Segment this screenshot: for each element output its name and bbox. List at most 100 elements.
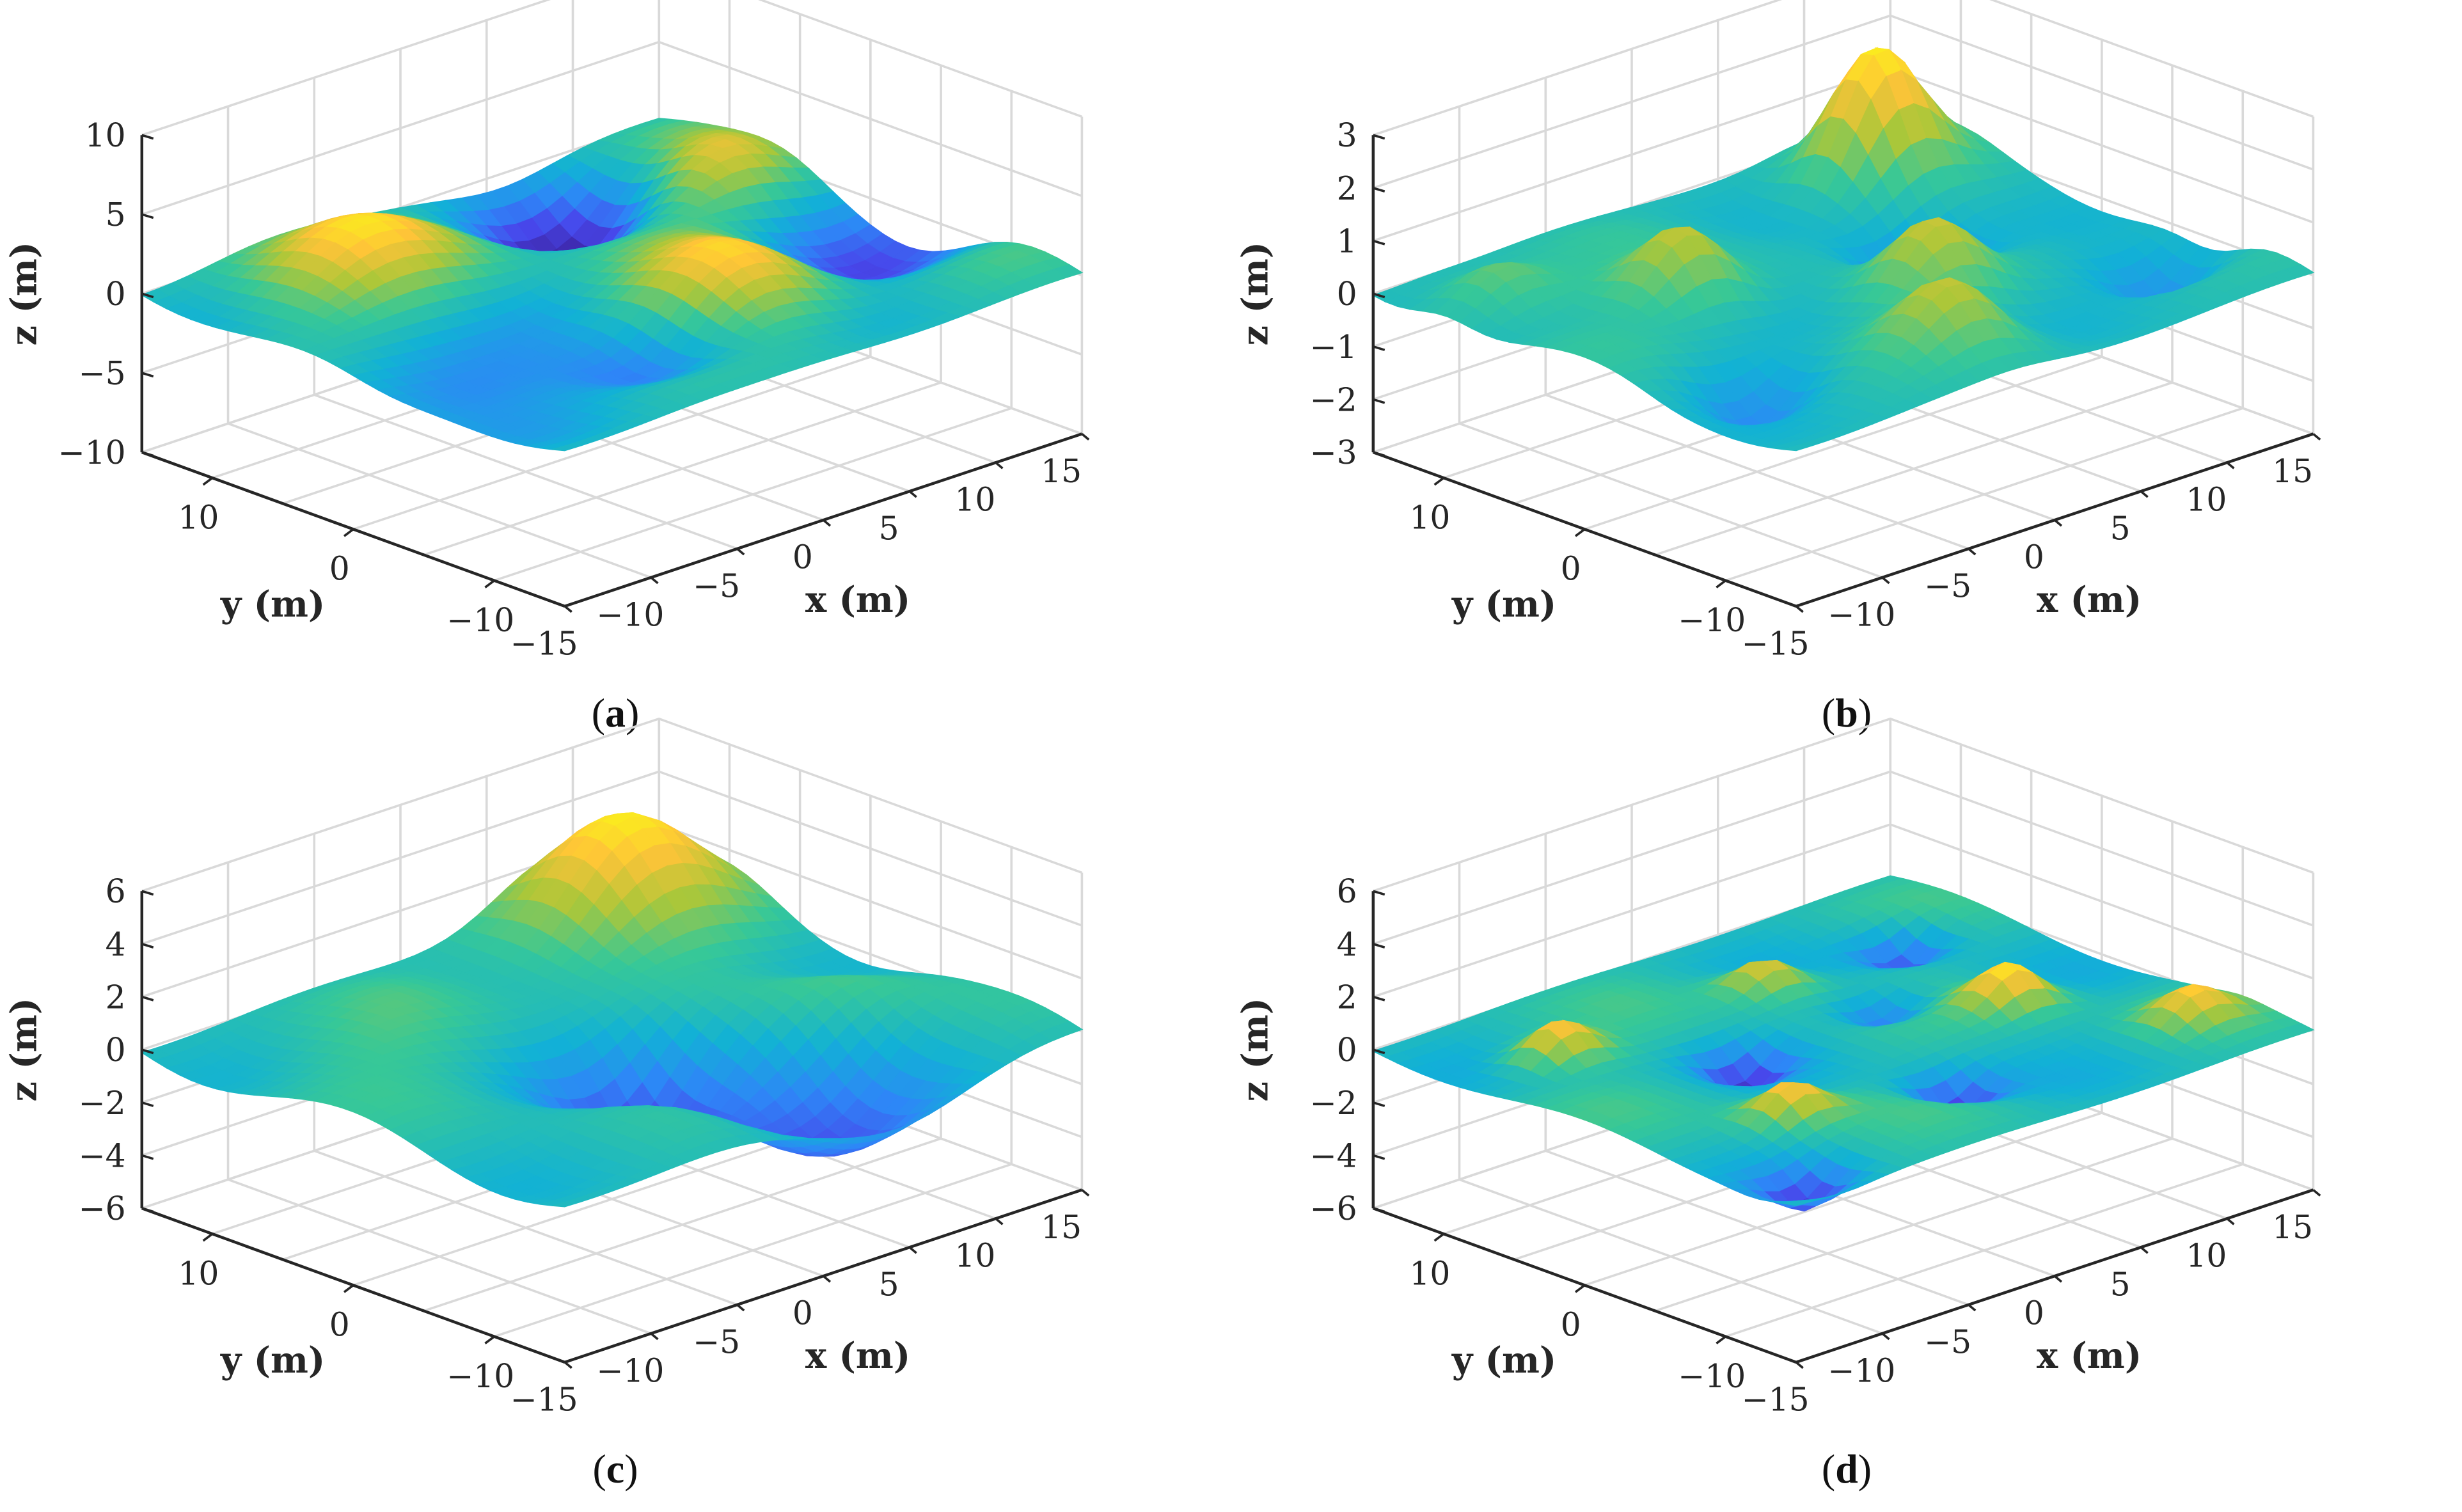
x-tick (1881, 1332, 1890, 1341)
z-tick (1373, 451, 1385, 457)
grid-y-2 (1654, 65, 2174, 556)
z-tick-label: 4 (1337, 925, 1357, 963)
z-tick-label: 5 (106, 196, 126, 233)
x-tick (1881, 576, 1890, 585)
x-tick (736, 547, 745, 556)
y-tick (1716, 579, 1726, 588)
z-tick (1373, 943, 1385, 949)
z-tick (1373, 890, 1385, 896)
x-tick (2312, 432, 2321, 441)
surface-mesh (140, 812, 1084, 1208)
z-tick (141, 372, 154, 378)
x-tick (1081, 432, 1090, 441)
x-tick (2226, 1217, 2235, 1225)
z-tick-label: 0 (1337, 1031, 1357, 1069)
y-tick-label: −10 (1678, 601, 1746, 639)
surface-cell (552, 445, 580, 452)
y-axis-label: y (m) (1451, 1340, 1556, 1382)
subplot-a: −10 −5 0 5 10 −15 −10 −5 0 5 10 15 −10 0 10 z (m) x (m) y… (0, 0, 1231, 756)
x-tick-label: 5 (2110, 510, 2131, 547)
x-tick-label: 15 (2272, 1208, 2313, 1246)
x-tick-label: −5 (1924, 1323, 1971, 1360)
x-tick (2312, 1188, 2321, 1197)
z-tick-label: 6 (1337, 872, 1357, 910)
x-tick-label: −15 (510, 1380, 578, 1418)
grid-y-2 (423, 821, 942, 1312)
y-tick-label: 0 (329, 550, 350, 588)
y-tick (343, 1284, 354, 1293)
z-axis-label: z (m) (1235, 998, 1277, 1102)
caption-a: (a) (591, 690, 640, 736)
subplot-b: −3 −2 −1 0 1 2 3 −15 −10 −5 0 5 10 15 −10 0 10 z (m) x (m)… (1231, 0, 2462, 756)
z-tick (1373, 1048, 1385, 1055)
x-tick-label: 5 (2110, 1266, 2131, 1303)
x-tick (2054, 1275, 2063, 1283)
z-tick (1373, 398, 1385, 404)
x-tick-label: −5 (1924, 567, 1971, 604)
x-axis-label: x (m) (805, 1335, 910, 1377)
y-tick (484, 1335, 495, 1344)
x-tick-label: −15 (510, 624, 578, 662)
z-tick (141, 995, 154, 1002)
z-tick (1373, 1154, 1385, 1160)
x-tick-label: −15 (1742, 624, 1810, 662)
z-tick (1373, 345, 1385, 351)
x-tick (2140, 490, 2149, 498)
x-tick (650, 1332, 659, 1341)
x-tick-label: 5 (879, 1266, 899, 1303)
x-axis-label: x (m) (2037, 1335, 2142, 1377)
z-tick-label: −2 (1309, 381, 1357, 418)
z-tick-label: 2 (106, 978, 126, 1016)
y-tick (202, 476, 214, 486)
z-tick (1373, 292, 1385, 299)
y-tick-label: −10 (446, 1357, 514, 1395)
z-tick-label: −6 (1309, 1190, 1357, 1227)
y-axis-label: y (m) (220, 584, 325, 626)
x-tick (650, 576, 659, 585)
x-tick (995, 1217, 1004, 1225)
grid-y-1 (494, 91, 1013, 582)
grid-y-2 (1654, 821, 2174, 1312)
z-tick (141, 1048, 154, 1055)
z-tick-label: −2 (1309, 1084, 1357, 1122)
z-axis-label: z (m) (4, 998, 45, 1102)
x-tick-label: 0 (793, 1295, 813, 1332)
x-tick (2054, 519, 2063, 527)
x-tick (1968, 547, 1977, 556)
z-tick-label: 0 (106, 275, 126, 313)
x-tick (823, 519, 832, 527)
z-tick-label: −10 (58, 434, 125, 471)
grid-z-6 (1373, 717, 2314, 892)
z-tick-label: 6 (106, 872, 126, 910)
x-tick (908, 1246, 917, 1254)
x-tick-label: 10 (2186, 1237, 2227, 1275)
y-tick (202, 1232, 214, 1242)
x-tick-label: 10 (954, 1237, 995, 1275)
z-tick-label: 0 (1337, 275, 1357, 313)
grid-z-6 (141, 717, 1083, 892)
grid-y-1 (494, 847, 1013, 1338)
x-axis-label: x (m) (805, 579, 910, 621)
grid-y-1 (1725, 847, 2245, 1338)
z-tick (1373, 239, 1385, 246)
x-tick-label: 15 (1041, 452, 1082, 490)
x-tick (2226, 461, 2235, 469)
y-tick (1716, 1335, 1726, 1344)
surface-cell (552, 1201, 580, 1208)
x-tick (908, 490, 917, 498)
x-tick (1795, 605, 1804, 613)
z-axis-label: z (m) (4, 242, 45, 346)
z-tick-label: 2 (1337, 169, 1357, 207)
z-tick (1373, 1207, 1385, 1213)
z-tick-label: 4 (106, 925, 126, 963)
caption-c: (c) (592, 1446, 638, 1492)
x-tick-label: 0 (2024, 539, 2044, 576)
y-axis-label: y (m) (220, 1340, 325, 1382)
z-tick-label: 1 (1337, 222, 1357, 260)
z-tick (141, 213, 154, 219)
z-tick (1373, 1101, 1385, 1107)
grid-y-1 (1725, 91, 2245, 582)
